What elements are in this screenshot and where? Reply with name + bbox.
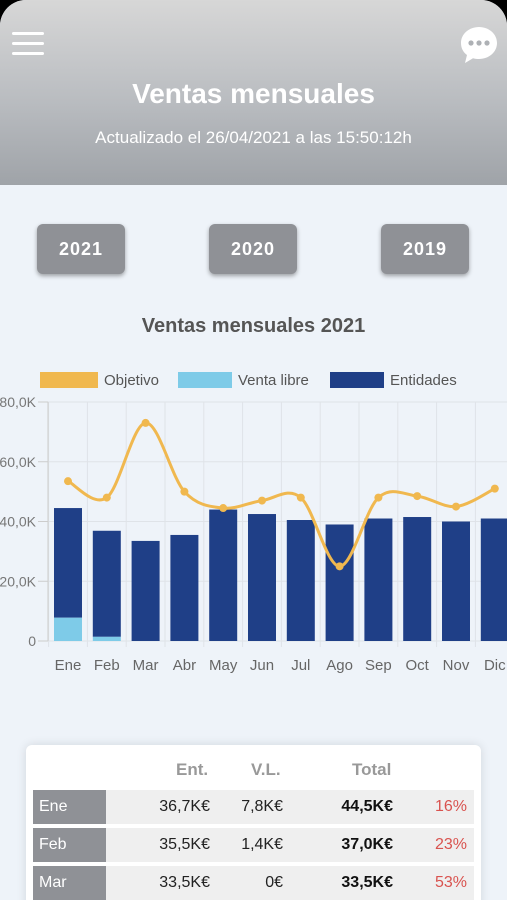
bar-entidades-Ene [54,508,82,618]
legend-label-1: Venta libre [238,372,309,389]
x-tick-label: Feb [94,657,120,674]
cell-vl: 0€ [265,874,283,891]
point-objetivo-Abr [180,487,189,496]
x-tick-label: Sep [365,657,392,674]
cell-total: 37,0K€ [341,836,393,853]
header-total: Total [352,760,392,779]
legend-swatch-0 [40,372,98,388]
row-month: Ene [33,790,106,824]
cell-pct: 23% [434,836,467,853]
cell-ent: 35,5K€ [159,836,210,853]
header-vl: V.L. [251,760,281,779]
legend-swatch-1 [178,372,232,388]
y-tick-label: 80,0K [0,394,37,410]
bar-entidades-Abr [170,534,199,641]
table-row [106,866,474,900]
table-row [106,790,474,824]
hamburger-menu-icon[interactable] [12,32,44,56]
row-month: Mar [33,866,106,900]
legend-label-2: Entidades [390,372,457,389]
chat-bubble-icon[interactable] [459,24,499,64]
row-month: Feb [33,828,106,862]
legend-swatch-2 [330,372,384,388]
bar-entidades-Nov [442,521,470,641]
table-row [106,828,474,862]
x-tick-label: Abr [173,657,196,674]
bar-entidades-Ago [325,524,354,641]
header-ent: Ent. [176,760,209,779]
y-tick-label: 60,0K [0,454,37,470]
cell-pct: 53% [434,874,467,891]
x-tick-label: Ene [55,657,82,674]
year-button-2020[interactable]: 2020 [209,224,297,274]
cell-vl: 1,4K€ [241,836,283,853]
x-tick-label: May [209,657,238,674]
x-tick-label: Dic [484,657,506,674]
point-objetivo-Ago [335,562,344,571]
x-tick-label: Oct [406,657,430,674]
bar-entidades-Dic [480,518,507,641]
x-tick-label: Jun [250,657,274,674]
bar-entidades-Mar [131,540,160,641]
point-objetivo-Feb [102,493,111,502]
cell-ent: 33,5K€ [159,874,210,891]
cell-ent: 36,7K€ [159,798,210,815]
header: Ventas mensuales Actualizado el 26/04/20… [0,0,507,185]
chart-title: Ventas mensuales 2021 [141,315,366,337]
bar-venta-libre-Feb [92,636,121,641]
point-objetivo-Ene [64,477,72,486]
point-objetivo-Dic [490,484,499,493]
point-objetivo-Mar [141,418,150,427]
bar-entidades-Feb [92,530,121,637]
x-tick-label: Nov [443,657,470,674]
bar-entidades-Jun [248,514,276,641]
y-tick-label: 40,0K [0,514,37,530]
last-updated-text: Actualizado el 26/04/2021 a las 15:50:12… [95,128,412,147]
cell-pct: 16% [434,798,467,815]
point-objetivo-Oct [413,492,422,501]
point-objetivo-Jul [296,493,305,502]
point-objetivo-Jun [258,496,266,505]
bar-venta-libre-Ene [54,617,82,641]
x-tick-label: Mar [133,657,159,674]
cell-total: 44,5K€ [341,798,393,815]
bar-entidades-Jul [286,520,315,641]
cell-vl: 7,8K€ [241,798,283,815]
year-button-2021[interactable]: 2021 [37,224,125,274]
year-button-2019[interactable]: 2019 [381,224,469,274]
monthly-sales-chart: Objetivo Venta libre Entidades 0 20,0K 40,0K 6… [0,372,507,674]
x-tick-label: Jul [291,657,310,674]
page-title: Ventas mensuales [132,78,375,109]
y-tick-label: 0 [28,633,36,649]
point-objetivo-Sep [374,493,383,502]
bar-entidades-Sep [364,518,393,641]
cell-total: 33,5K€ [341,874,393,891]
legend-label-0: Objetivo [104,372,159,389]
bar-entidades-Oct [403,517,432,641]
bar-entidades-May [209,509,238,641]
point-objetivo-Nov [452,502,460,511]
y-tick-label: 20,0K [0,573,37,589]
x-tick-label: Ago [326,657,353,674]
point-objetivo-May [219,504,228,513]
